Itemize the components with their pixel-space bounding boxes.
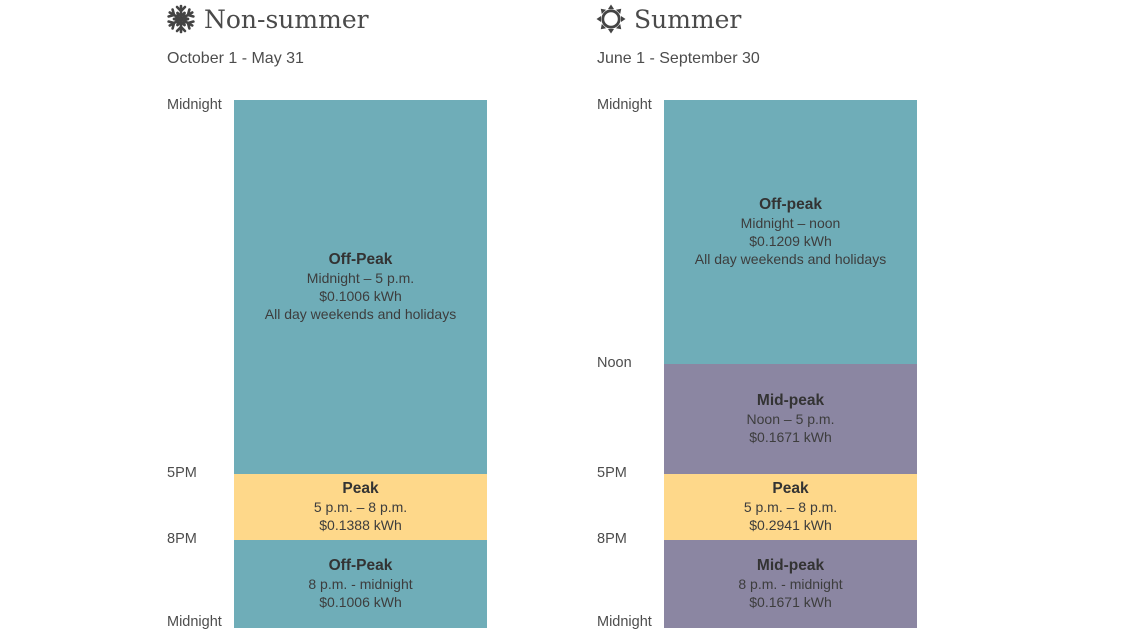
rate-price: $0.1006 kWh	[319, 288, 402, 304]
rate-name: Off-Peak	[328, 251, 393, 268]
time-label: 5PM	[597, 465, 627, 481]
rate-price: $0.1209 kWh	[749, 233, 832, 249]
snowflake-icon	[166, 4, 196, 34]
rate-hours: 8 p.m. - midnight	[308, 576, 413, 592]
panel-title-text: Non-summer	[204, 4, 369, 34]
time-label: 8PM	[597, 531, 627, 547]
rate-hours: Midnight – 5 p.m.	[306, 270, 415, 286]
rate-name: Off-peak	[759, 196, 822, 213]
rate-segment-off-peak: Off-Peak 8 p.m. - midnight $0.1006 kWh	[234, 540, 487, 628]
rate-name: Mid-peak	[756, 392, 825, 409]
date-range: October 1 - May 31	[167, 50, 304, 67]
rate-segment-off-peak: Off-Peak Midnight – 5 p.m. $0.1006 kWh All …	[234, 100, 487, 474]
rate-hours: 8 p.m. - midnight	[738, 576, 843, 592]
panel-title-text: Summer	[634, 4, 742, 34]
time-label: Midnight	[597, 614, 652, 630]
rate-price: $0.2941 kWh	[749, 517, 832, 533]
rate-name: Peak	[342, 480, 379, 497]
rate-timeline: Off-peak Midnight – noon $0.1209 kWh All da…	[664, 100, 917, 628]
rate-note: All day weekends and holidays	[694, 251, 887, 267]
rate-segment-peak: Peak 5 p.m. – 8 p.m. $0.2941 kWh	[664, 474, 917, 540]
rate-price: $0.1388 kWh	[319, 517, 402, 533]
rate-name: Mid-peak	[756, 557, 825, 574]
sun-icon	[596, 4, 626, 34]
rate-segment-off-peak: Off-peak Midnight – noon $0.1209 kWh All da…	[664, 100, 917, 364]
panel-title: Summer	[596, 2, 741, 36]
time-label: Midnight	[167, 614, 222, 630]
time-label: 8PM	[167, 531, 197, 547]
panel-title: Non-summer	[166, 2, 369, 36]
rate-note: All day weekends and holidays	[264, 306, 457, 322]
rate-price: $0.1671 kWh	[749, 594, 832, 610]
rate-hours: 5 p.m. – 8 p.m.	[743, 499, 838, 515]
rate-hours: Noon – 5 p.m.	[746, 411, 835, 427]
non-summer-panel: Non-summer October 1 - May 31 Midnight 5P…	[166, 0, 566, 641]
rate-price: $0.1671 kWh	[749, 429, 832, 445]
rate-hours: Midnight – noon	[740, 215, 841, 231]
time-label: Noon	[597, 355, 632, 371]
time-label: Midnight	[597, 97, 652, 113]
rate-name: Off-Peak	[328, 557, 393, 574]
rate-timeline: Off-Peak Midnight – 5 p.m. $0.1006 kWh All …	[234, 100, 487, 628]
rate-segment-mid-peak: Mid-peak 8 p.m. - midnight $0.1671 kWh	[664, 540, 917, 628]
date-range: June 1 - September 30	[597, 50, 760, 67]
summer-panel: Summer June 1 - September 30 Midnight Noo…	[596, 0, 996, 641]
rate-price: $0.1006 kWh	[319, 594, 402, 610]
rate-segment-peak: Peak 5 p.m. – 8 p.m. $0.1388 kWh	[234, 474, 487, 540]
rate-segment-mid-peak: Mid-peak Noon – 5 p.m. $0.1671 kWh	[664, 364, 917, 474]
time-label: 5PM	[167, 465, 197, 481]
rate-hours: 5 p.m. – 8 p.m.	[313, 499, 408, 515]
rate-name: Peak	[772, 480, 809, 497]
time-label: Midnight	[167, 97, 222, 113]
